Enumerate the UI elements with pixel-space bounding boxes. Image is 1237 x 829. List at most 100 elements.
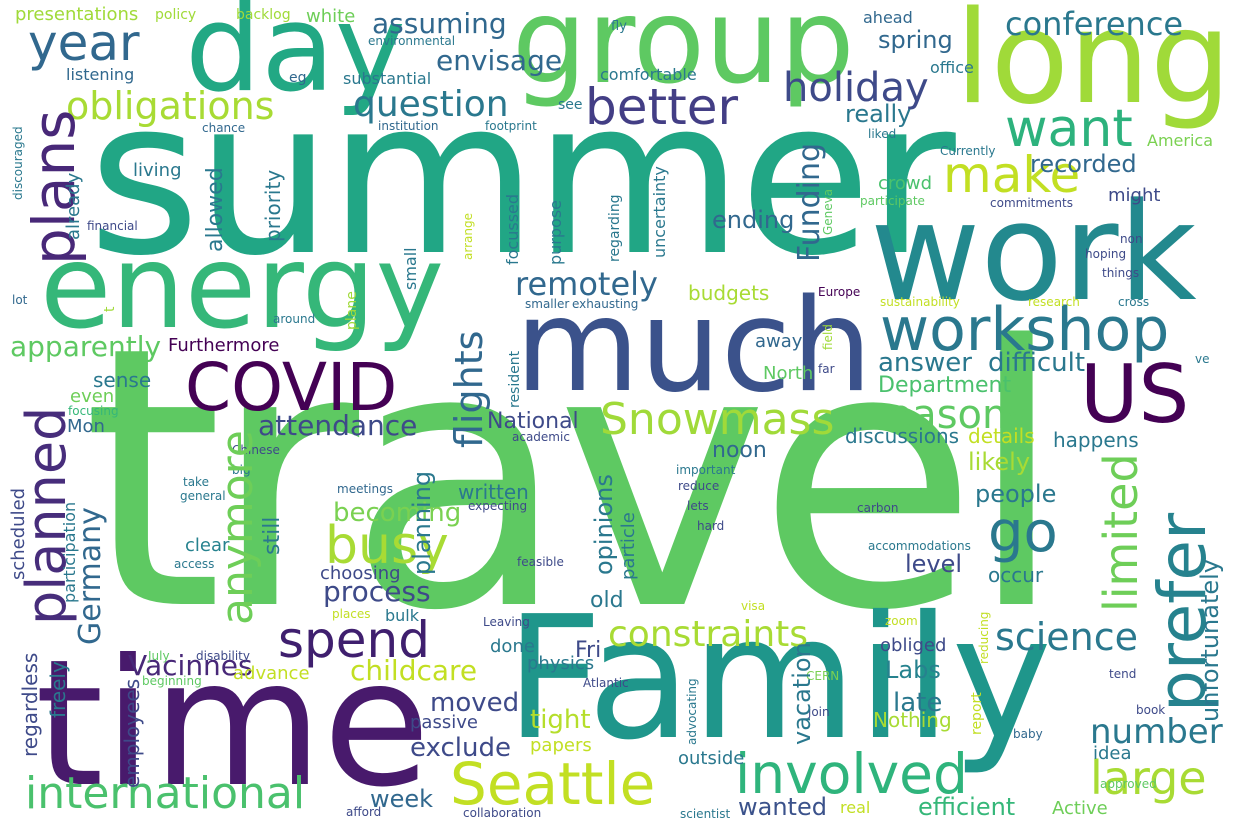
word-vacation: vacation: [788, 642, 816, 745]
word-priority: priority: [261, 169, 285, 242]
word-us: US: [1080, 348, 1190, 441]
word-large: large: [1090, 751, 1207, 805]
word-planning: planning: [408, 470, 436, 575]
word-summer: summer: [88, 52, 956, 303]
word-sense: sense: [93, 368, 152, 392]
word-assuming: assuming: [372, 7, 507, 40]
word-living: living: [133, 160, 182, 181]
word-family: Family: [505, 580, 1053, 778]
word-backlog: backlog: [236, 7, 291, 23]
word-even: even: [70, 386, 115, 407]
word-advance: advance: [233, 663, 310, 684]
word-really: really: [845, 100, 912, 128]
word-happens: happens: [1053, 428, 1139, 452]
word-real: real: [840, 798, 871, 817]
word-listening: listening: [66, 65, 135, 84]
word-ending: ending: [712, 206, 795, 234]
word-choosing: choosing: [320, 563, 401, 584]
word-sustainability: sustainability: [880, 295, 960, 309]
word-allowed: allowed: [203, 167, 228, 252]
word-big: big: [232, 463, 251, 477]
word-bulk: bulk: [385, 606, 420, 625]
word-non: non: [1120, 232, 1143, 246]
word-t: t: [102, 306, 118, 313]
word-leaving: Leaving: [483, 615, 530, 629]
word-reducing: reducing: [977, 611, 991, 664]
word-focusing: focusing: [68, 404, 119, 418]
word-day: day: [185, 0, 406, 119]
word-opinions: opinions: [590, 474, 618, 575]
word-places: places: [332, 607, 371, 621]
word-substantial: substantial: [343, 69, 432, 88]
word-noon: noon: [712, 438, 767, 463]
word-freely: freely: [46, 661, 70, 718]
word-visa: visa: [741, 599, 766, 613]
word-discouraged: discouraged: [11, 126, 25, 200]
word-arrange: arrange: [461, 213, 475, 260]
word-eg: eg: [289, 70, 307, 86]
word-away: away: [755, 331, 803, 352]
word-financial: financial: [87, 219, 138, 233]
word-carbon: carbon: [857, 501, 899, 515]
word-field: field: [821, 324, 835, 350]
word-week: week: [370, 785, 434, 813]
word-around: around: [273, 312, 316, 326]
word-lot: lot: [12, 293, 28, 307]
word-accommodations: accommodations: [868, 539, 971, 553]
word-attendance: attendance: [258, 409, 418, 442]
word-participation: participation: [60, 501, 79, 603]
word-exclude: exclude: [410, 733, 511, 763]
word-moved: moved: [430, 688, 520, 718]
word-crowd: crowd: [878, 173, 933, 194]
word-department: Department: [878, 373, 1012, 398]
word-seattle: Seattle: [450, 750, 656, 818]
word-might: might: [1108, 185, 1161, 206]
word-commitments: commitments: [990, 196, 1073, 210]
word-july: July: [148, 649, 170, 663]
word-efficient: efficient: [918, 793, 1016, 821]
word-presentations: presentations: [15, 4, 139, 25]
word-busy: busy: [325, 516, 449, 576]
word-uncertainty: uncertainty: [650, 166, 669, 258]
word-international: international: [25, 768, 306, 819]
word-things: things: [1102, 266, 1140, 280]
word-resident: resident: [507, 350, 523, 408]
word-tend: tend: [1109, 667, 1137, 681]
word-office: office: [930, 58, 974, 77]
word-still: still: [260, 516, 285, 555]
word-exhausting: exhausting: [572, 297, 639, 311]
word-unfortunately: unfortunately: [1196, 558, 1224, 722]
word-apparently: apparently: [10, 330, 162, 363]
word-done: done: [490, 636, 535, 657]
word-written: written: [458, 480, 529, 504]
word-group: group: [512, 0, 855, 110]
word-zoom: zoom: [885, 614, 918, 628]
word-advocating: advocating: [685, 678, 699, 745]
word-snowmass: Snowmass: [600, 394, 835, 445]
word-take: take: [183, 475, 209, 489]
word-conference: conference: [1005, 5, 1184, 43]
word-germany: Germany: [73, 507, 108, 645]
word-plane: plane: [344, 291, 360, 330]
word-beginning: beginning: [142, 674, 202, 688]
word-spend: spend: [278, 611, 430, 669]
word-want: want: [1005, 99, 1133, 159]
word-research: research: [1028, 295, 1080, 309]
word-question: question: [353, 84, 509, 125]
word-wanted: wanted: [738, 793, 827, 821]
word-employees: employees: [120, 678, 144, 788]
word-obligations: obligations: [66, 84, 275, 128]
word-footprint: footprint: [485, 119, 537, 133]
word-make: make: [943, 146, 1081, 204]
word-already: already: [63, 172, 84, 240]
word-particle: particle: [618, 512, 639, 580]
word-answer: answer: [878, 348, 972, 378]
word-year: year: [28, 14, 140, 72]
word-ve: ve: [1195, 352, 1210, 366]
word-holiday: holiday: [783, 65, 929, 111]
word-america: America: [1147, 131, 1213, 150]
word-active: Active: [1052, 798, 1108, 819]
word-budgets: budgets: [688, 281, 770, 305]
word-furthermore: Furthermore: [168, 335, 280, 356]
